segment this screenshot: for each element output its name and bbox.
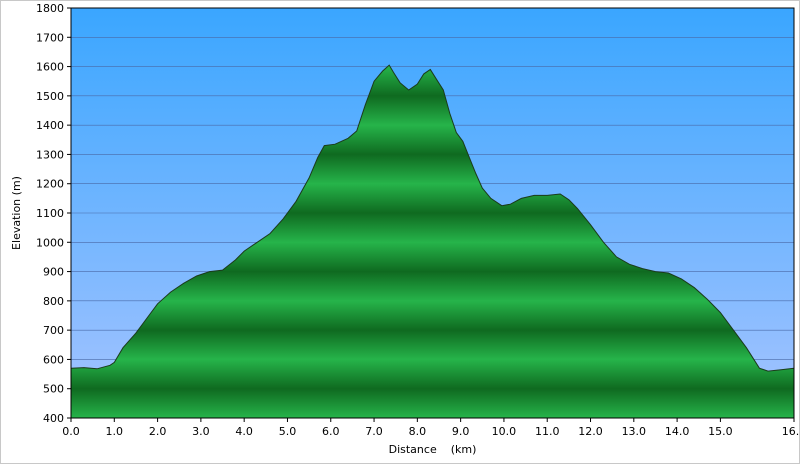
elevation-line xyxy=(70,64,795,372)
x-axis-ticks: 0.0 1.0 2.0 3.0 4.0 5.0 6.0 7.0 8.0 9.0 10.0 11.0 12… xyxy=(62,418,800,438)
elevation-area xyxy=(71,65,794,418)
x-tick-label: 2.0 xyxy=(149,425,167,438)
y-tick-label: 500 xyxy=(43,383,64,396)
y-tick-label: 1000 xyxy=(36,236,64,249)
x-tick-label: 1.0 xyxy=(106,425,124,438)
x-tick-label: 13.0 xyxy=(622,425,647,438)
y-tick-label: 1600 xyxy=(36,61,64,74)
x-tick-label: 15.0 xyxy=(708,425,733,438)
y-tick-label: 1700 xyxy=(36,31,64,44)
y-tick-label: 400 xyxy=(43,412,64,425)
y-tick-label: 900 xyxy=(43,266,64,279)
y-tick-label: 1800 xyxy=(36,2,64,15)
x-tick-label: 3.0 xyxy=(192,425,210,438)
y-axis-ticks: 400 500 600 700 800 900 1000 1100 1200 1300 1400 15… xyxy=(36,2,71,425)
x-tick-label: 11.0 xyxy=(535,425,560,438)
y-tick-label: 1200 xyxy=(36,178,64,191)
y-axis-label: Elevation (m) xyxy=(10,176,23,250)
y-tick-label: 1500 xyxy=(36,90,64,103)
x-tick-label: 8.0 xyxy=(409,425,427,438)
y-tick-label: 800 xyxy=(43,295,64,308)
x-tick-label: 7.0 xyxy=(365,425,383,438)
y-tick-label: 600 xyxy=(43,353,64,366)
x-tick-label: 0.0 xyxy=(62,425,80,438)
x-tick-label: 9.0 xyxy=(452,425,470,438)
x-tick-label: 16.7 xyxy=(782,425,799,438)
x-tick-label: 6.0 xyxy=(322,425,340,438)
x-axis-label: Distance (km) xyxy=(389,443,477,456)
x-tick-label: 12.0 xyxy=(578,425,603,438)
y-tick-label: 1100 xyxy=(36,207,64,220)
x-tick-label: 14.0 xyxy=(665,425,690,438)
y-tick-label: 700 xyxy=(43,324,64,337)
y-tick-label: 1300 xyxy=(36,148,64,161)
y-tick-label: 1400 xyxy=(36,119,64,132)
x-tick-label: 4.0 xyxy=(235,425,253,438)
x-tick-label: 10.0 xyxy=(492,425,517,438)
x-tick-label: 5.0 xyxy=(279,425,297,438)
